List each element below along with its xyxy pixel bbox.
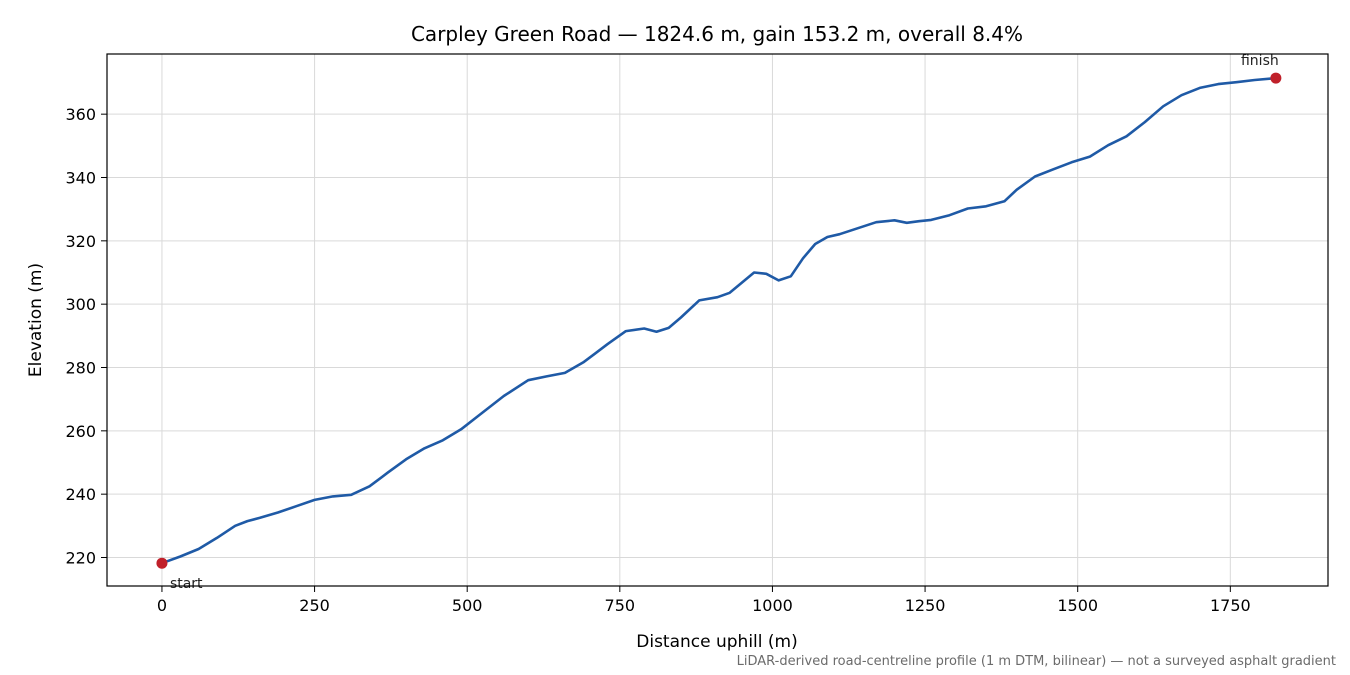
x-tick-label: 1250 (905, 596, 946, 615)
grid (107, 54, 1328, 586)
plot-frame (106, 53, 1329, 587)
x-tick-label: 1750 (1210, 596, 1251, 615)
y-tick-label: 280 (65, 359, 96, 378)
endpoint-markers: start finish (156, 53, 1282, 592)
y-axis-label: Elevation (m) (26, 263, 46, 377)
x-tick-label: 1500 (1057, 596, 1098, 615)
source-note: LiDAR-derived road-centreline profile (1… (737, 654, 1336, 669)
elevation-line (160, 76, 1278, 565)
y-tick-label: 260 (65, 422, 96, 441)
y-tick-label: 320 (65, 232, 96, 251)
x-axis-label: Distance uphill (m) (636, 632, 797, 652)
start-marker (156, 557, 168, 569)
finish-label: finish (1241, 53, 1279, 69)
axis-ticks: 0 250 500 750 1000 1250 1500 1750 220 240 260 280 30… (65, 105, 1250, 615)
y-tick-label: 240 (65, 485, 96, 504)
y-tick-label: 300 (65, 295, 96, 314)
x-tick-label: 0 (157, 596, 167, 615)
y-tick-label: 220 (65, 549, 96, 568)
y-tick-label: 340 (65, 169, 96, 188)
x-tick-label: 500 (452, 596, 483, 615)
y-tick-label: 360 (65, 105, 96, 124)
x-tick-label: 250 (299, 596, 330, 615)
x-tick-label: 750 (605, 596, 636, 615)
finish-marker (1270, 72, 1282, 84)
start-label: start (170, 576, 203, 592)
chart-title: Carpley Green Road — 1824.6 m, gain 153.… (411, 22, 1023, 46)
x-tick-label: 1000 (752, 596, 793, 615)
elevation-series (160, 76, 1278, 565)
